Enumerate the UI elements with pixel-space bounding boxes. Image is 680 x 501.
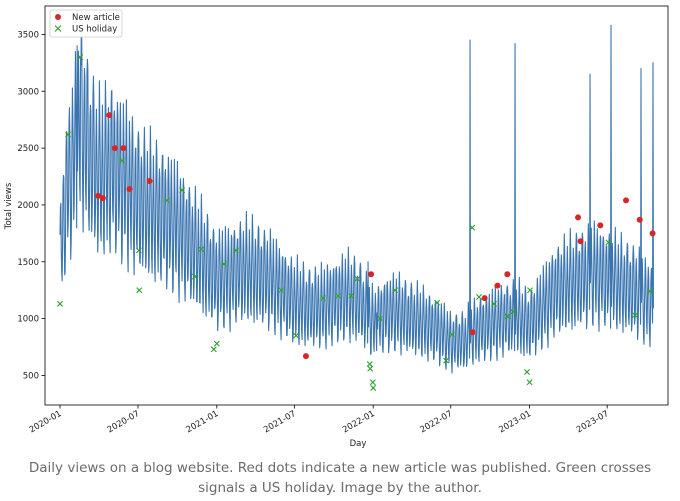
holiday-marker: [191, 273, 198, 280]
article-marker: [597, 222, 604, 229]
legend-article-marker: [55, 14, 61, 20]
y-tick-label: 500: [23, 371, 39, 381]
holiday-marker: [57, 300, 63, 307]
holiday-marker: [348, 292, 355, 299]
holiday-marker: [370, 384, 377, 391]
article-marker: [111, 145, 118, 152]
y-tick-label: 2000: [17, 201, 39, 211]
holiday-marker: [335, 292, 342, 299]
holiday-marker: [377, 315, 384, 322]
article-marker: [106, 112, 113, 119]
x-tick-label: 2021-01: [185, 409, 221, 435]
holiday-marker: [469, 224, 476, 231]
holiday-marker: [524, 369, 531, 376]
holiday-marker: [119, 157, 126, 164]
x-axis-label: Day: [350, 439, 367, 449]
article-marker: [126, 186, 133, 193]
y-tick-label: 3000: [17, 87, 39, 97]
holiday-marker: [320, 295, 327, 302]
axes: 500 1000 1500 2000 2500 3000 3500 2020-01 2020-0…: [17, 30, 610, 435]
holiday-marker: [491, 300, 498, 307]
article-marker: [368, 271, 375, 278]
holiday-marker: [293, 332, 300, 339]
article-marker: [120, 145, 127, 152]
legend-holiday-label: US holiday: [72, 25, 117, 35]
holiday-marker: [198, 246, 205, 253]
holiday-marker: [179, 187, 186, 194]
article-marker: [636, 216, 643, 223]
holiday-marker: [354, 275, 361, 282]
y-axis-label: Total views: [4, 182, 14, 230]
legend: New article US holiday: [49, 9, 123, 38]
plot-area: [57, 13, 656, 391]
holiday-marker: [632, 312, 638, 319]
holiday-marker: [449, 331, 456, 338]
x-tick-label: 2022-01: [341, 409, 377, 435]
holiday-marker: [434, 299, 441, 306]
holiday-marker: [135, 247, 142, 254]
article-marker: [575, 214, 582, 221]
legend-holiday-marker: [54, 25, 62, 32]
article-marker: [504, 271, 511, 278]
x-tick-label: 2022-07: [419, 409, 455, 435]
y-tick-label: 1000: [17, 315, 39, 325]
holiday-marker: [65, 131, 72, 138]
holiday-marker: [164, 197, 171, 204]
legend-article-label: New article: [72, 13, 120, 23]
holiday-marker: [476, 294, 483, 300]
article-marker: [469, 329, 476, 336]
holiday-marker: [77, 54, 84, 61]
holiday-marker: [213, 340, 220, 347]
x-tick-label: 2023-07: [575, 409, 611, 435]
y-tick-label: 1500: [17, 258, 39, 268]
article-marker: [577, 238, 584, 245]
article-marker: [302, 353, 309, 360]
holiday-marker: [369, 379, 376, 386]
legend-box: [49, 9, 123, 38]
series-line-total-views: [59, 13, 654, 374]
holiday-marker: [443, 357, 450, 364]
holiday-marker: [136, 287, 143, 294]
daily-views-chart: 500 1000 1500 2000 2500 3000 3500 2020-01 2020-0…: [4, 5, 669, 449]
holiday-marker: [605, 239, 612, 246]
holiday-marker: [510, 308, 517, 315]
holiday-marker: [526, 379, 533, 386]
holiday-marker: [367, 365, 374, 372]
y-tick-label: 2500: [17, 144, 39, 154]
holiday-marker: [278, 287, 285, 294]
article-marker: [481, 295, 488, 302]
figure-caption: Daily views on a blog website. Red dots …: [28, 460, 652, 496]
article-marker: [623, 197, 630, 204]
holiday-marker: [210, 346, 217, 353]
article-marker: [649, 230, 656, 237]
article-marker: [99, 195, 106, 202]
x-tick-label: 2020-01: [28, 409, 64, 435]
holiday-marker: [221, 261, 228, 268]
x-tick-label: 2020-07: [106, 409, 142, 435]
holiday-marker: [392, 287, 399, 294]
article-marker: [146, 178, 153, 185]
holiday-marker: [504, 313, 511, 320]
article-marker: [494, 282, 501, 289]
x-tick-label: 2021-07: [262, 409, 298, 435]
x-tick-label: 2023-01: [497, 409, 533, 435]
y-tick-label: 3500: [17, 30, 39, 40]
holiday-marker: [527, 287, 534, 294]
axes-frame: [44, 5, 669, 406]
holiday-marker: [233, 247, 240, 254]
holiday-marker: [647, 288, 653, 295]
article-marker: [95, 192, 102, 199]
